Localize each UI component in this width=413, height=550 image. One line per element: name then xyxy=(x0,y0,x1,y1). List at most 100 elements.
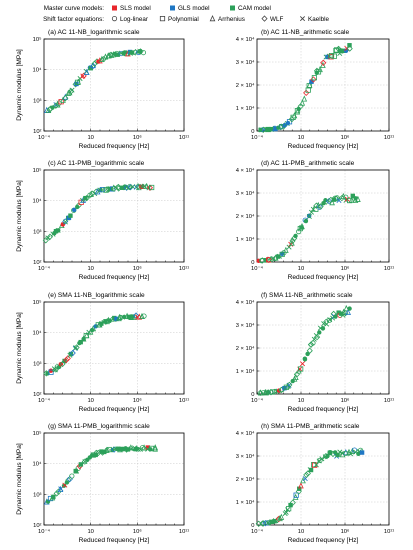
plot-frame xyxy=(43,301,185,395)
data-point xyxy=(314,333,321,341)
data-point xyxy=(69,473,75,479)
x-tick-label: 10¹¹ xyxy=(179,529,189,535)
data-point xyxy=(98,187,103,193)
data-point xyxy=(347,43,352,48)
grid xyxy=(44,302,184,394)
data-point xyxy=(90,62,97,70)
x-tick-label: 10⁻⁴ xyxy=(38,134,51,141)
data-point xyxy=(71,207,77,213)
x-tick-label: 10¹¹ xyxy=(179,135,189,141)
y-tick-label: 10⁴ xyxy=(33,198,42,205)
data-point xyxy=(340,192,347,200)
data-point xyxy=(137,49,143,54)
data-point xyxy=(299,225,304,230)
series-points xyxy=(257,304,352,397)
data-point xyxy=(283,246,289,253)
data-point xyxy=(299,222,305,230)
data-point xyxy=(130,314,135,319)
x-tick-label: 10⁻⁴ xyxy=(38,265,51,272)
data-point xyxy=(309,79,314,84)
plot-frame xyxy=(43,38,185,132)
x-axis-label: Reduced frequency [Hz] xyxy=(79,274,150,281)
grid xyxy=(257,39,389,131)
data-point xyxy=(347,197,353,204)
data-point xyxy=(305,87,311,93)
series-points xyxy=(43,444,159,505)
x-tick-label: 10¹¹ xyxy=(384,135,394,141)
data-point xyxy=(304,470,311,477)
data-point xyxy=(90,325,97,332)
data-point xyxy=(320,326,326,331)
data-point xyxy=(65,89,72,96)
legend-shift-2: Arrhenius xyxy=(218,16,245,23)
data-point xyxy=(306,347,313,354)
series-points xyxy=(255,447,365,527)
data-point xyxy=(121,446,126,452)
data-point xyxy=(139,312,145,319)
x-tick-label: 10 xyxy=(87,529,93,535)
legend-marker-diamond xyxy=(261,15,268,22)
x-tick-label: 10⁻⁴ xyxy=(251,265,264,272)
data-point xyxy=(297,486,302,491)
series-points xyxy=(258,43,353,133)
legend-shift-title: Shift factor equations: xyxy=(43,16,104,23)
data-point xyxy=(141,183,147,189)
panel-6: 10⁻⁴ 10 10⁶ 10¹¹ 10² 10³ 10⁴ 10⁵ (g) SMA 11-PMB_… xyxy=(16,423,189,544)
data-point xyxy=(294,108,301,115)
panel-7: 10⁻⁴ 10 10⁶ 10¹¹ 0 1 × 10⁴ 2 × 10⁴ 3 × 10⁴ 4 × 1… xyxy=(236,423,395,544)
y-tick-label: 2 × 10⁴ xyxy=(236,476,255,483)
panel-2: 10⁻⁴ 10 10⁶ 10¹¹ 10² 10³ 10⁴ 10⁵ (c) AC 11-PMB_l… xyxy=(16,160,189,281)
data-point xyxy=(317,203,324,210)
y-tick-label: 0 xyxy=(251,523,254,529)
data-point xyxy=(56,228,61,233)
data-point xyxy=(311,75,317,81)
data-point xyxy=(141,313,147,319)
panel-title: (g) SMA 11-PMB_logarithmic scale xyxy=(48,423,150,430)
data-point xyxy=(99,321,104,326)
data-point xyxy=(326,197,333,205)
y-tick-label: 10³ xyxy=(33,229,41,235)
panel-title: (d) AC 11-PMB_arithmetic scale xyxy=(261,160,355,167)
x-tick-label: 10 xyxy=(298,529,304,535)
y-tick-label: 10³ xyxy=(33,492,41,498)
data-point xyxy=(58,486,64,492)
data-point xyxy=(80,72,87,80)
x-axis-label: Reduced frequency [Hz] xyxy=(288,406,359,413)
y-tick-label: 3 × 10⁴ xyxy=(236,322,255,329)
chart-panels: 10⁻⁴ 10 10⁶ 10¹¹ 10² 10³ 10⁴ 10⁵ (a) AC 11-NB_lo… xyxy=(16,29,394,544)
panel-title: (f) SMA 11-NB_arithmetic scale xyxy=(261,292,353,299)
data-point xyxy=(141,444,147,451)
panel-title: (b) AC 11-NB_arithmetic scale xyxy=(261,29,350,36)
x-tick-label: 10⁶ xyxy=(133,265,142,272)
y-tick-label: 2 × 10⁴ xyxy=(236,213,255,220)
data-point xyxy=(91,60,98,67)
legend-model-0: SLS model xyxy=(120,5,151,12)
y-tick-label: 3 × 10⁴ xyxy=(236,453,255,460)
data-point xyxy=(149,184,155,191)
grid xyxy=(257,302,389,394)
data-point xyxy=(69,87,75,93)
x-tick-label: 10⁻⁴ xyxy=(251,134,264,141)
data-point xyxy=(42,237,49,244)
data-point xyxy=(55,488,62,495)
legend-model-2: CAM model xyxy=(238,5,271,12)
data-point xyxy=(63,356,70,364)
x-tick-label: 10⁶ xyxy=(341,134,350,141)
grid xyxy=(44,170,184,262)
data-point xyxy=(288,116,295,123)
data-point xyxy=(64,480,70,485)
data-point xyxy=(88,66,93,71)
data-point xyxy=(343,194,349,200)
data-point xyxy=(291,112,298,119)
y-tick-label: 2 × 10⁴ xyxy=(236,82,255,89)
data-point xyxy=(83,194,90,202)
legend-marker-circle xyxy=(111,15,118,22)
data-point xyxy=(299,99,306,106)
data-point xyxy=(325,453,330,459)
data-point xyxy=(51,494,56,500)
data-point xyxy=(327,450,333,455)
data-point xyxy=(323,198,330,205)
panel-title: (c) AC 11-PMB_logarithmic scale xyxy=(48,160,145,167)
